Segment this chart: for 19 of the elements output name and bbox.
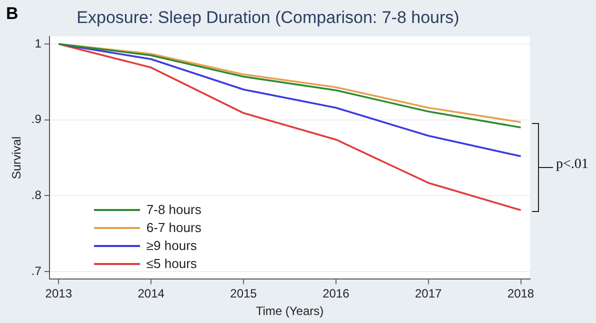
y-tick-label: .8 (31, 188, 42, 202)
x-tick-label: 2015 (230, 286, 258, 301)
y-tick-label: .7 (31, 264, 42, 278)
x-tick-label: 2017 (414, 286, 442, 301)
y-tick-label: .9 (31, 112, 42, 126)
x-tick-label: 2014 (138, 286, 165, 301)
legend-label: ≤5 hours (146, 255, 197, 274)
y-tick-label: 1 (34, 36, 42, 50)
legend-label: 7-8 hours (146, 201, 202, 220)
x-tick-label: 2013 (45, 286, 72, 301)
legend-label: ≥9 hours (146, 237, 197, 256)
x-tick-label: 2018 (507, 286, 534, 301)
x-axis-title: Time (Years) (256, 304, 324, 318)
text: B (6, 4, 18, 24)
x-tick-label: 2016 (322, 286, 350, 301)
legend-label: 6-7 hours (146, 219, 202, 238)
chart-title: Exposure: Sleep Duration (Comparison: 7-8 hours) (76, 8, 460, 27)
y-axis-title: Survival (10, 136, 24, 180)
text: p<.01 (556, 156, 588, 173)
